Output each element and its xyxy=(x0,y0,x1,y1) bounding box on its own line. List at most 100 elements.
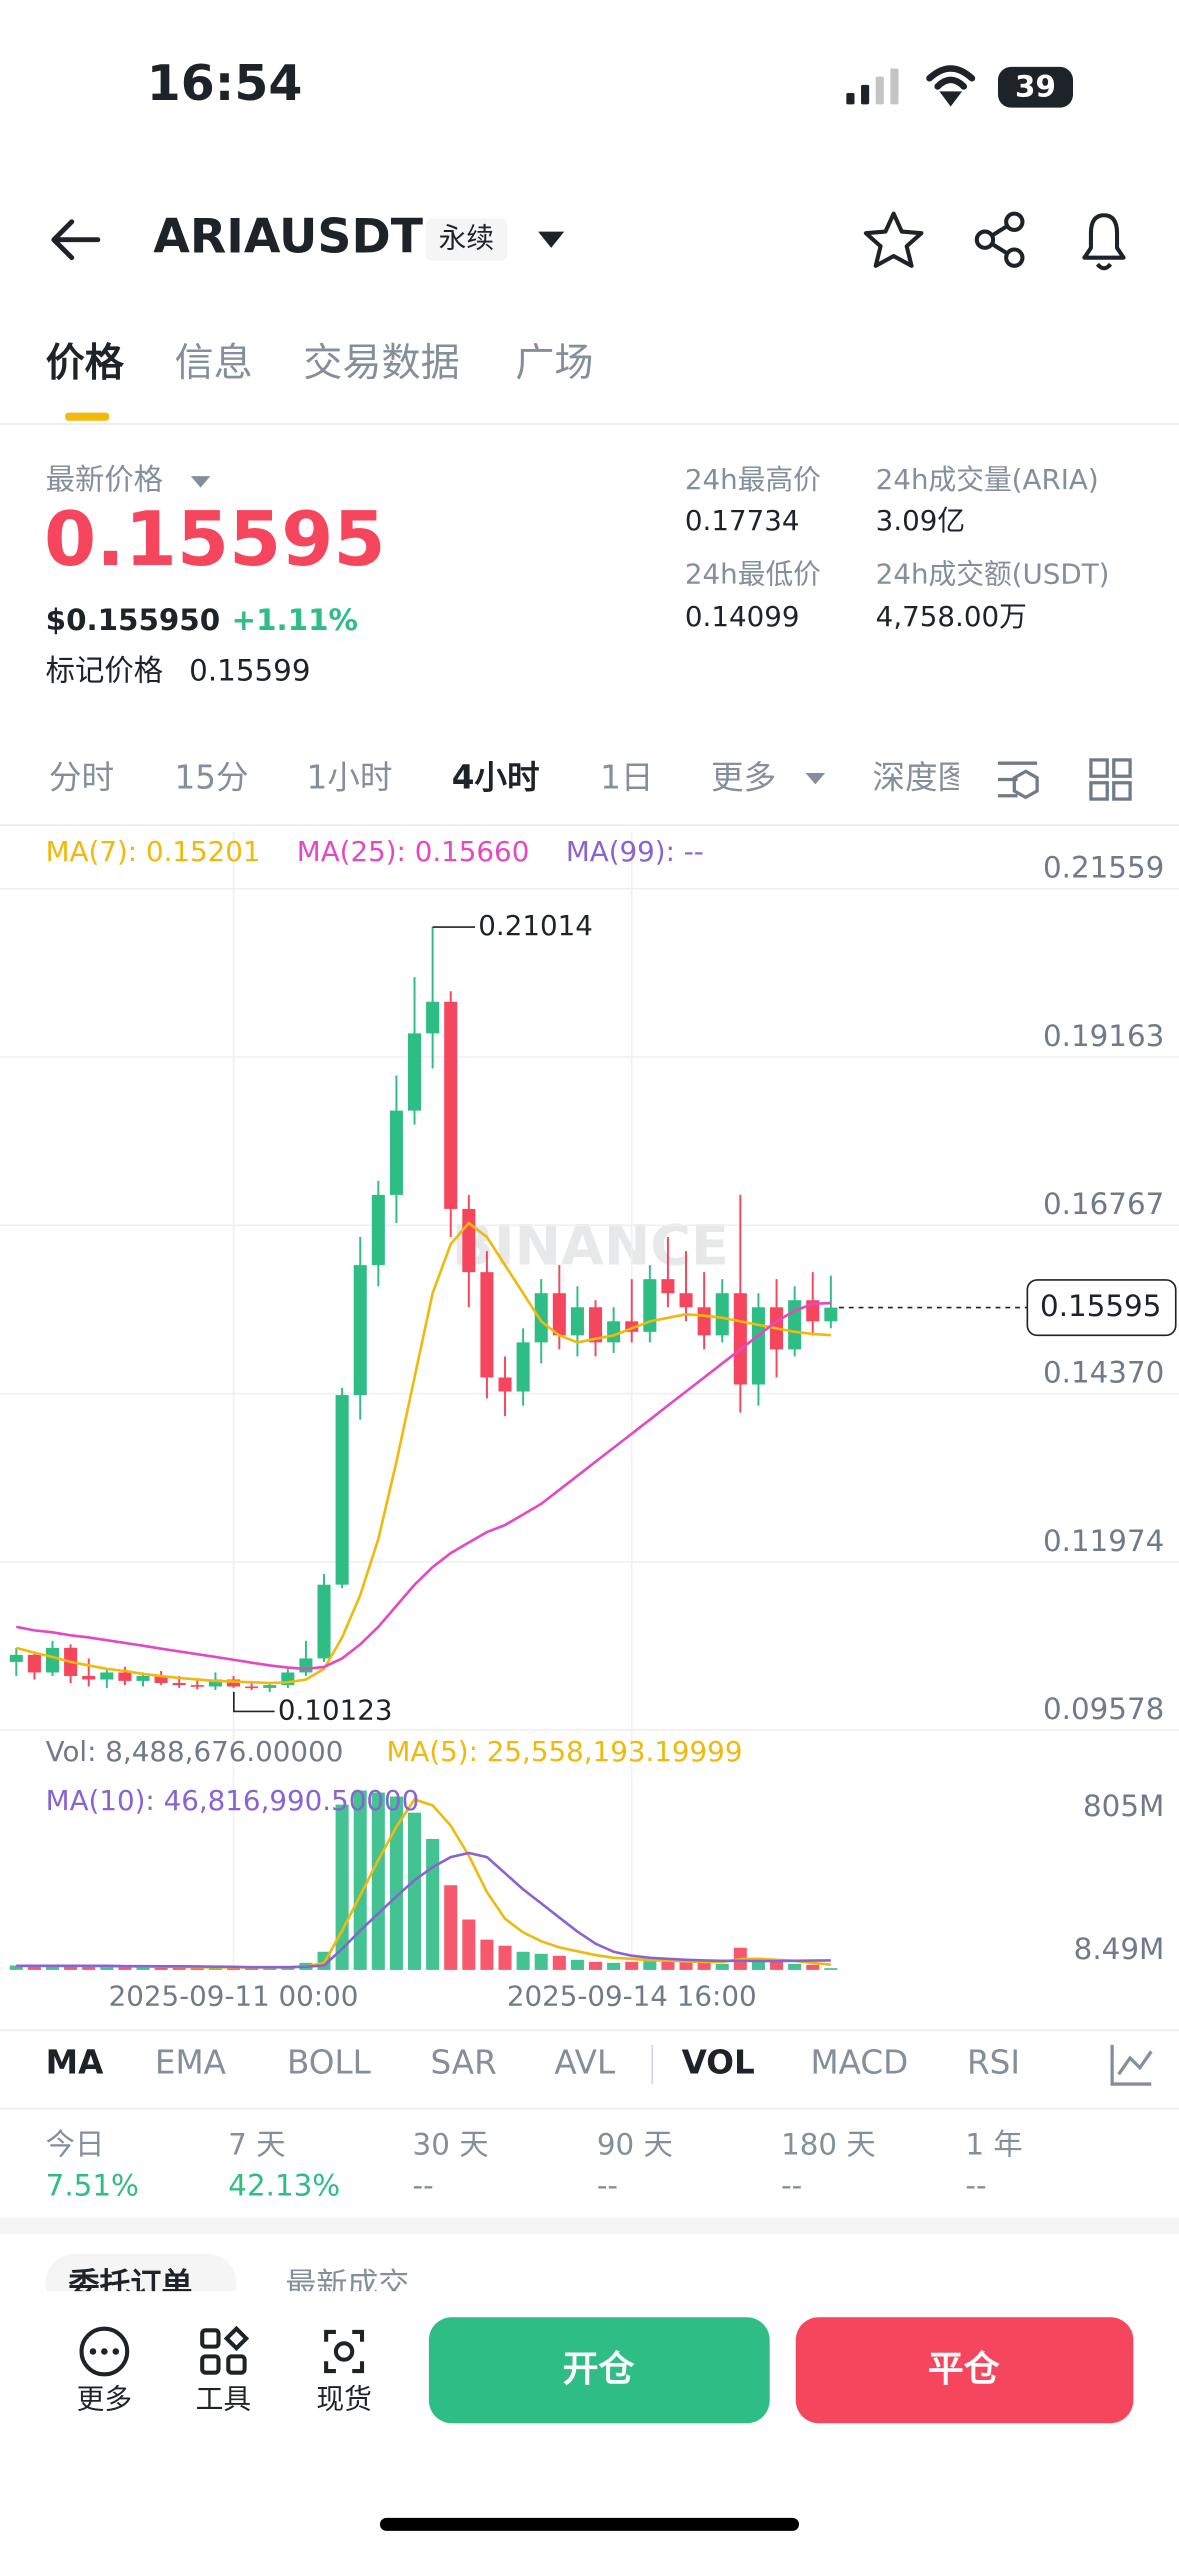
candle-body xyxy=(661,1279,675,1294)
more-icon[interactable] xyxy=(79,2326,130,2377)
volume-bar xyxy=(82,1966,96,1970)
indicator[interactable]: BOLL xyxy=(287,2043,371,2081)
candle-body xyxy=(371,1194,385,1266)
interval[interactable]: 分时 xyxy=(49,758,114,796)
candle-body xyxy=(263,1685,277,1688)
volume-bar xyxy=(625,1961,639,1970)
open-button-label[interactable]: 开仓 xyxy=(563,2349,635,2390)
y-tick-label: 0.11974 xyxy=(1043,1524,1164,1558)
volume-legend: Vol: 8,488,676.00000 xyxy=(46,1735,344,1768)
candle-body xyxy=(335,1395,349,1585)
last-price: 0.15595 xyxy=(44,495,386,583)
tab[interactable]: 价格 xyxy=(46,341,125,386)
x-tick-label: 2025-09-14 16:00 xyxy=(507,1980,757,2013)
open-button[interactable] xyxy=(428,2317,770,2424)
indicator-settings[interactable] xyxy=(1110,2044,1153,2086)
volume-bar xyxy=(408,1812,422,1970)
volume-bar xyxy=(824,1968,838,1970)
alert-button[interactable] xyxy=(1082,213,1126,271)
back-button[interactable] xyxy=(51,219,101,261)
symbol[interactable]: ARIAUSDT xyxy=(153,210,423,265)
volume-bar xyxy=(480,1939,494,1970)
candle-body xyxy=(226,1679,241,1687)
volume-bar xyxy=(136,1966,150,1970)
interval[interactable]: 深度图 xyxy=(872,758,970,796)
indicator[interactable]: SAR xyxy=(431,2043,497,2081)
layout-button[interactable] xyxy=(1089,758,1132,801)
stat-label: 24h成交量(ARIA) xyxy=(876,463,1099,496)
chart-settings[interactable] xyxy=(997,761,1039,800)
tab[interactable]: 广场 xyxy=(515,341,593,386)
legend-entry: MA(10): 46,816,990.50000 xyxy=(46,1784,420,1817)
legend-entry: MA(25): 0.15660 xyxy=(297,835,530,868)
volume-bar xyxy=(64,1965,78,1970)
candle-body xyxy=(408,1033,422,1111)
candle-body xyxy=(9,1654,23,1662)
spot-icon[interactable] xyxy=(324,2329,365,2374)
y-tick-label: 0.16767 xyxy=(1043,1187,1164,1221)
volume-bar xyxy=(444,1885,458,1970)
candle-body xyxy=(552,1293,566,1336)
perf-value: 7.51% xyxy=(46,2168,139,2202)
y-tick-label: 0.14370 xyxy=(1043,1356,1164,1390)
nav-label[interactable]: 更多 xyxy=(77,2382,132,2415)
perf-value: -- xyxy=(413,2168,434,2202)
interval[interactable]: 4小时 xyxy=(452,758,540,796)
indicator[interactable]: RSI xyxy=(967,2043,1020,2081)
more-dropdown[interactable] xyxy=(805,772,826,785)
candle-body xyxy=(82,1675,96,1680)
share-button[interactable] xyxy=(974,211,1025,268)
nav-label[interactable]: 现货 xyxy=(316,2382,371,2415)
interval[interactable]: 15分 xyxy=(174,758,248,796)
interval[interactable]: 1小时 xyxy=(307,758,393,796)
volume-bar xyxy=(118,1967,132,1970)
volume-bar xyxy=(335,1804,349,1970)
stat-label: 24h成交额(USDT) xyxy=(876,558,1110,591)
low-marker xyxy=(233,1691,275,1713)
mark-price: 0.15599 xyxy=(189,653,310,687)
tab[interactable]: 交易数据 xyxy=(303,341,459,386)
candle-body xyxy=(27,1654,41,1673)
candle-body xyxy=(317,1584,331,1659)
candle-body xyxy=(444,1001,458,1209)
volume-bar xyxy=(426,1838,440,1970)
volume-bar xyxy=(715,1963,729,1970)
favorite-button[interactable] xyxy=(863,211,924,268)
y-tick-label: 0.09578 xyxy=(1043,1692,1164,1726)
candle-body xyxy=(824,1307,838,1322)
battery-icon xyxy=(997,66,1074,108)
volume-bar xyxy=(788,1963,802,1970)
price-dropdown[interactable] xyxy=(190,476,211,488)
indicator[interactable]: MA xyxy=(46,2043,104,2081)
y-tick-label: 0.21559 xyxy=(1043,851,1164,885)
battery-level: 39 xyxy=(1015,70,1056,104)
candle-body xyxy=(426,1001,440,1034)
indicator[interactable]: EMA xyxy=(155,2043,227,2081)
interval[interactable]: 更多 xyxy=(711,758,776,796)
indicator[interactable]: MACD xyxy=(810,2043,908,2081)
volume-bar xyxy=(607,1962,621,1970)
stat-label: 24h最高价 xyxy=(685,463,821,496)
indicator[interactable]: AVL xyxy=(554,2043,615,2081)
close-button[interactable] xyxy=(795,2317,1134,2424)
volume-bar xyxy=(226,1967,241,1970)
volume-bar xyxy=(389,1796,403,1970)
legend-entry: MA(99): -- xyxy=(566,835,704,868)
volume-bar xyxy=(679,1961,693,1970)
candle-body xyxy=(45,1647,60,1673)
tab[interactable]: 信息 xyxy=(174,341,252,386)
symbol-dropdown[interactable] xyxy=(538,231,565,248)
tools-icon[interactable] xyxy=(200,2325,250,2375)
candle-body xyxy=(643,1279,657,1332)
volume-bar xyxy=(154,1967,168,1970)
close-button-label[interactable]: 平仓 xyxy=(928,2349,1000,2390)
interval[interactable]: 1日 xyxy=(600,758,653,796)
nav-label[interactable]: 工具 xyxy=(196,2382,251,2415)
volume-bar xyxy=(498,1945,512,1970)
volume-bar xyxy=(589,1961,603,1970)
volume-bar xyxy=(371,1792,385,1970)
indicator[interactable]: VOL xyxy=(682,2043,755,2081)
candle-body xyxy=(733,1293,747,1385)
ma-line xyxy=(16,1851,831,1969)
